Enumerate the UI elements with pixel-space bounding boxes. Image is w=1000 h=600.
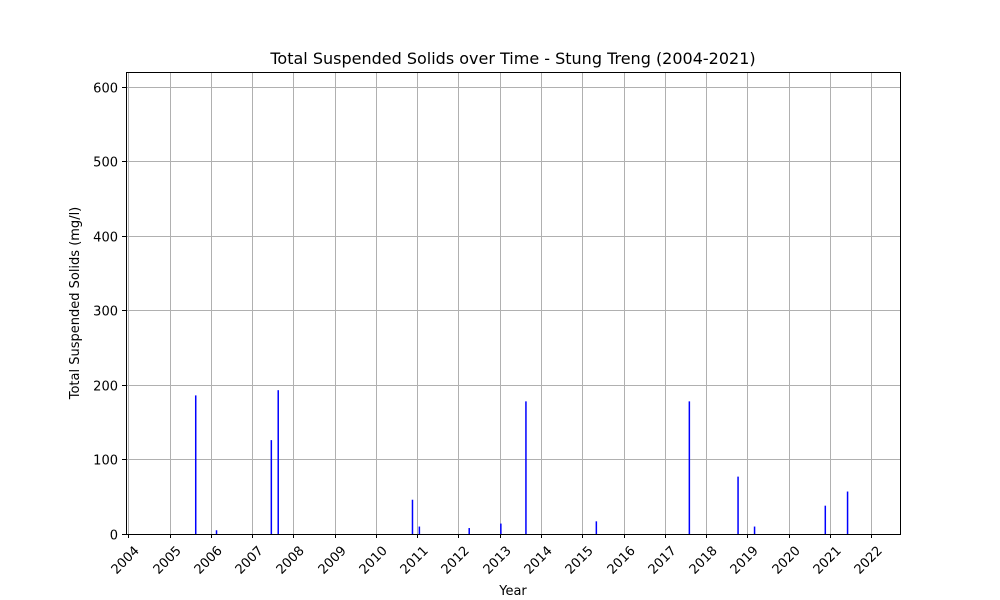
grid: [126, 72, 900, 535]
x-tick-label: 2009: [316, 544, 350, 578]
x-tick-label: 2016: [605, 544, 639, 578]
bar: [753, 526, 756, 534]
y-tick-label: 100: [93, 454, 118, 469]
x-tick-label: 2004: [109, 544, 143, 578]
bar: [411, 499, 414, 534]
x-tick-label: 2008: [274, 544, 308, 578]
bar: [418, 526, 421, 534]
x-tick-label: 2019: [728, 544, 762, 578]
bar: [277, 390, 279, 534]
y-axis-label: Total Suspended Solids (mg/l): [68, 207, 83, 401]
x-tick-label: 2021: [811, 544, 845, 578]
x-tick-label: 2020: [770, 544, 804, 578]
y-tick-label: 500: [93, 156, 118, 171]
x-tick-label: 2007: [233, 544, 267, 578]
x-tick-label: 2014: [522, 544, 556, 578]
x-axis: 2004 2005 2006 2007 2008 2009 2010 2011 2012 2013…: [109, 534, 886, 578]
x-tick-label: 2012: [439, 544, 473, 578]
x-tick-label: 2011: [398, 544, 432, 578]
y-tick-label: 400: [93, 231, 118, 246]
plot-frame: [126, 72, 901, 535]
bar: [737, 476, 739, 534]
x-axis-label: Year: [498, 584, 527, 599]
bar: [468, 528, 470, 534]
y-tick-label: 200: [93, 380, 118, 395]
x-tick-label: 2015: [563, 544, 597, 578]
y-tick-label: 0: [110, 529, 118, 544]
bar: [846, 491, 849, 534]
x-tick-label: 2010: [357, 544, 391, 578]
x-tick-label: 2017: [646, 544, 680, 578]
bar: [270, 440, 273, 534]
y-axis: 0 100 200 300 400 500 600: [93, 82, 126, 544]
bar: [525, 401, 527, 534]
bar: [500, 523, 502, 534]
x-tick-label: 2013: [481, 544, 515, 578]
x-tick-label: 2005: [151, 544, 185, 578]
x-tick-label: 2006: [192, 544, 226, 578]
x-tick-label: 2022: [852, 544, 886, 578]
bar: [595, 521, 598, 534]
bar: [688, 401, 691, 534]
y-tick-label: 600: [93, 82, 118, 97]
bars: [194, 390, 849, 534]
bar: [194, 395, 197, 534]
chart-title: Total Suspended Solids over Time - Stung…: [269, 49, 755, 68]
bar: [215, 530, 218, 534]
x-tick-label: 2018: [687, 544, 721, 578]
bar: [824, 505, 827, 534]
y-tick-label: 300: [93, 305, 118, 320]
